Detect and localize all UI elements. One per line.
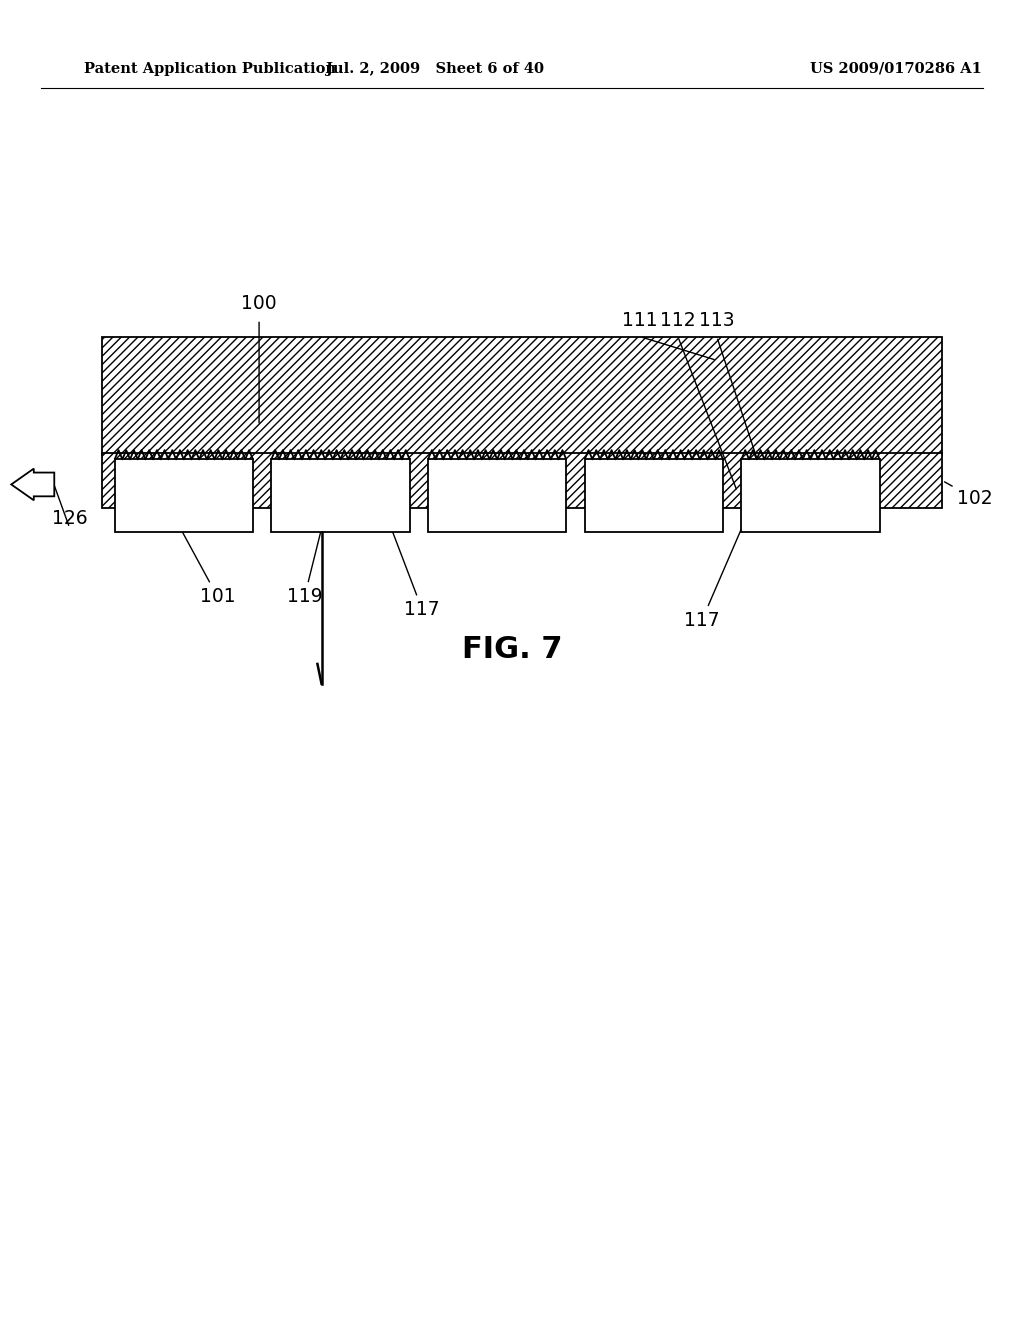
Bar bbox=[741, 459, 880, 532]
Bar bbox=[428, 459, 566, 532]
Text: 100: 100 bbox=[242, 294, 276, 313]
Text: 126: 126 bbox=[52, 510, 87, 528]
Bar bbox=[271, 459, 410, 532]
Bar bbox=[585, 459, 723, 532]
Bar bbox=[115, 459, 253, 532]
Text: Patent Application Publication: Patent Application Publication bbox=[84, 62, 336, 75]
Bar bbox=[102, 337, 942, 455]
Text: Jul. 2, 2009   Sheet 6 of 40: Jul. 2, 2009 Sheet 6 of 40 bbox=[327, 62, 544, 75]
Text: 111: 111 bbox=[623, 312, 657, 330]
Text: 101: 101 bbox=[160, 491, 236, 606]
FancyArrow shape bbox=[11, 469, 54, 500]
Text: 117: 117 bbox=[365, 458, 440, 619]
Text: 117: 117 bbox=[684, 458, 772, 630]
Text: FIG. 7: FIG. 7 bbox=[462, 635, 562, 664]
Text: 113: 113 bbox=[699, 312, 734, 330]
Text: 102: 102 bbox=[944, 482, 993, 508]
Bar bbox=[102, 453, 942, 508]
Text: 119: 119 bbox=[287, 515, 325, 606]
Text: US 2009/0170286 A1: US 2009/0170286 A1 bbox=[810, 62, 982, 75]
Text: 112: 112 bbox=[660, 312, 695, 330]
